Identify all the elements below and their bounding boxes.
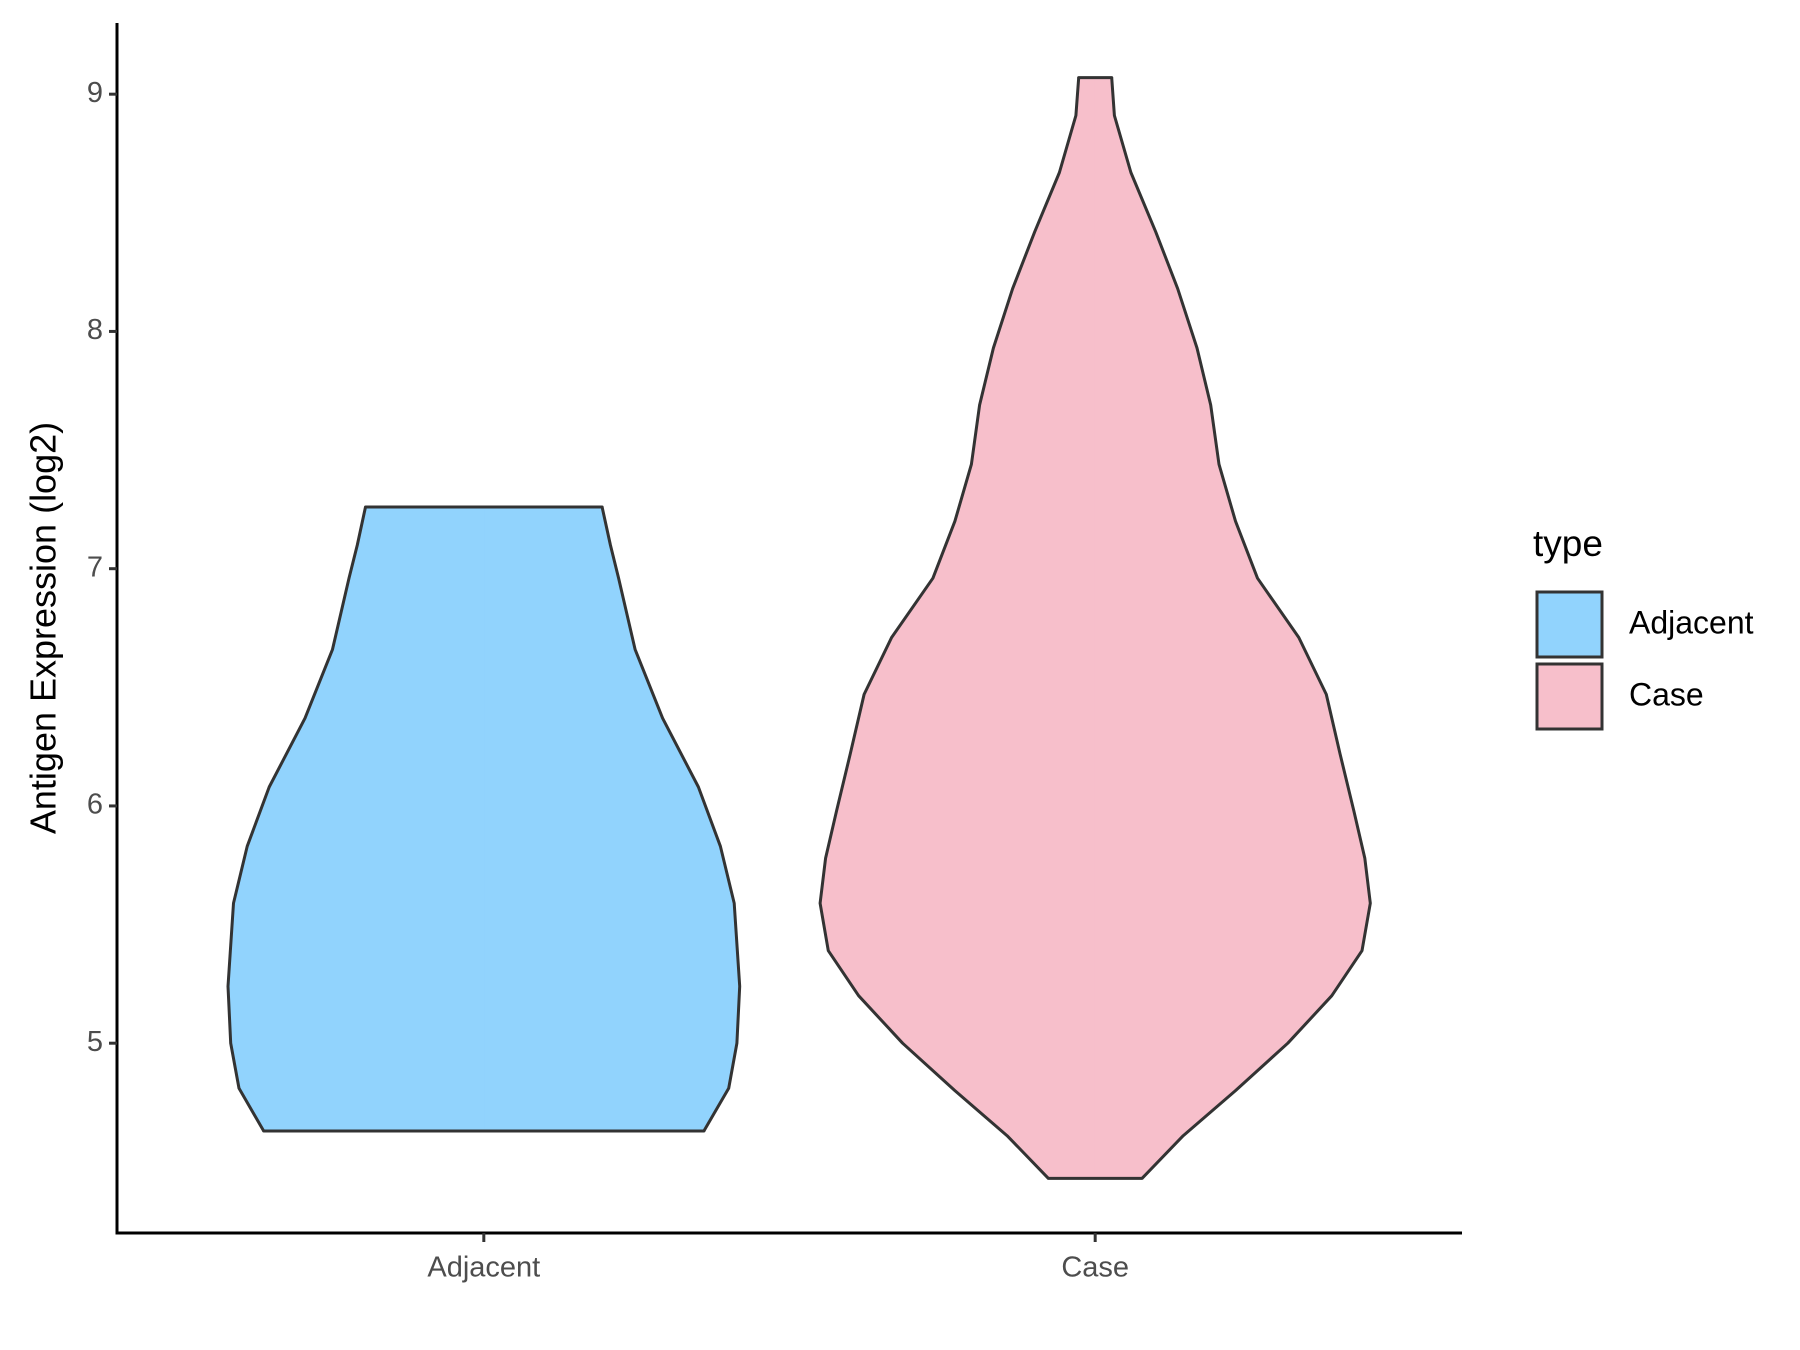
legend-key bbox=[1535, 590, 1604, 659]
violin-outline bbox=[1110, 77, 1372, 1180]
y-tick-label: 8 bbox=[87, 314, 103, 346]
y-tick-label: 5 bbox=[87, 1026, 103, 1058]
violin-half bbox=[227, 506, 485, 1132]
y-tick-label: 6 bbox=[87, 789, 103, 821]
violin-half bbox=[1094, 76, 1372, 1180]
violin-half bbox=[483, 506, 741, 1132]
legend-key bbox=[1535, 662, 1604, 731]
y-axis-title: Antigen Expression (log2) bbox=[23, 422, 64, 834]
violin-outline bbox=[226, 506, 367, 1132]
y-tick-label: 7 bbox=[87, 551, 103, 583]
violin-half bbox=[819, 76, 1096, 1180]
legend-label: Case bbox=[1629, 676, 1704, 712]
violin-outline bbox=[818, 77, 1081, 1180]
violin-outline bbox=[600, 506, 742, 1132]
x-tick-label: Case bbox=[1061, 1252, 1129, 1284]
legend-label: Adjacent bbox=[1629, 604, 1754, 640]
x-tick-label: Adjacent bbox=[427, 1252, 540, 1284]
legend-title: type bbox=[1533, 523, 1603, 564]
y-tick-label: 9 bbox=[87, 77, 103, 109]
